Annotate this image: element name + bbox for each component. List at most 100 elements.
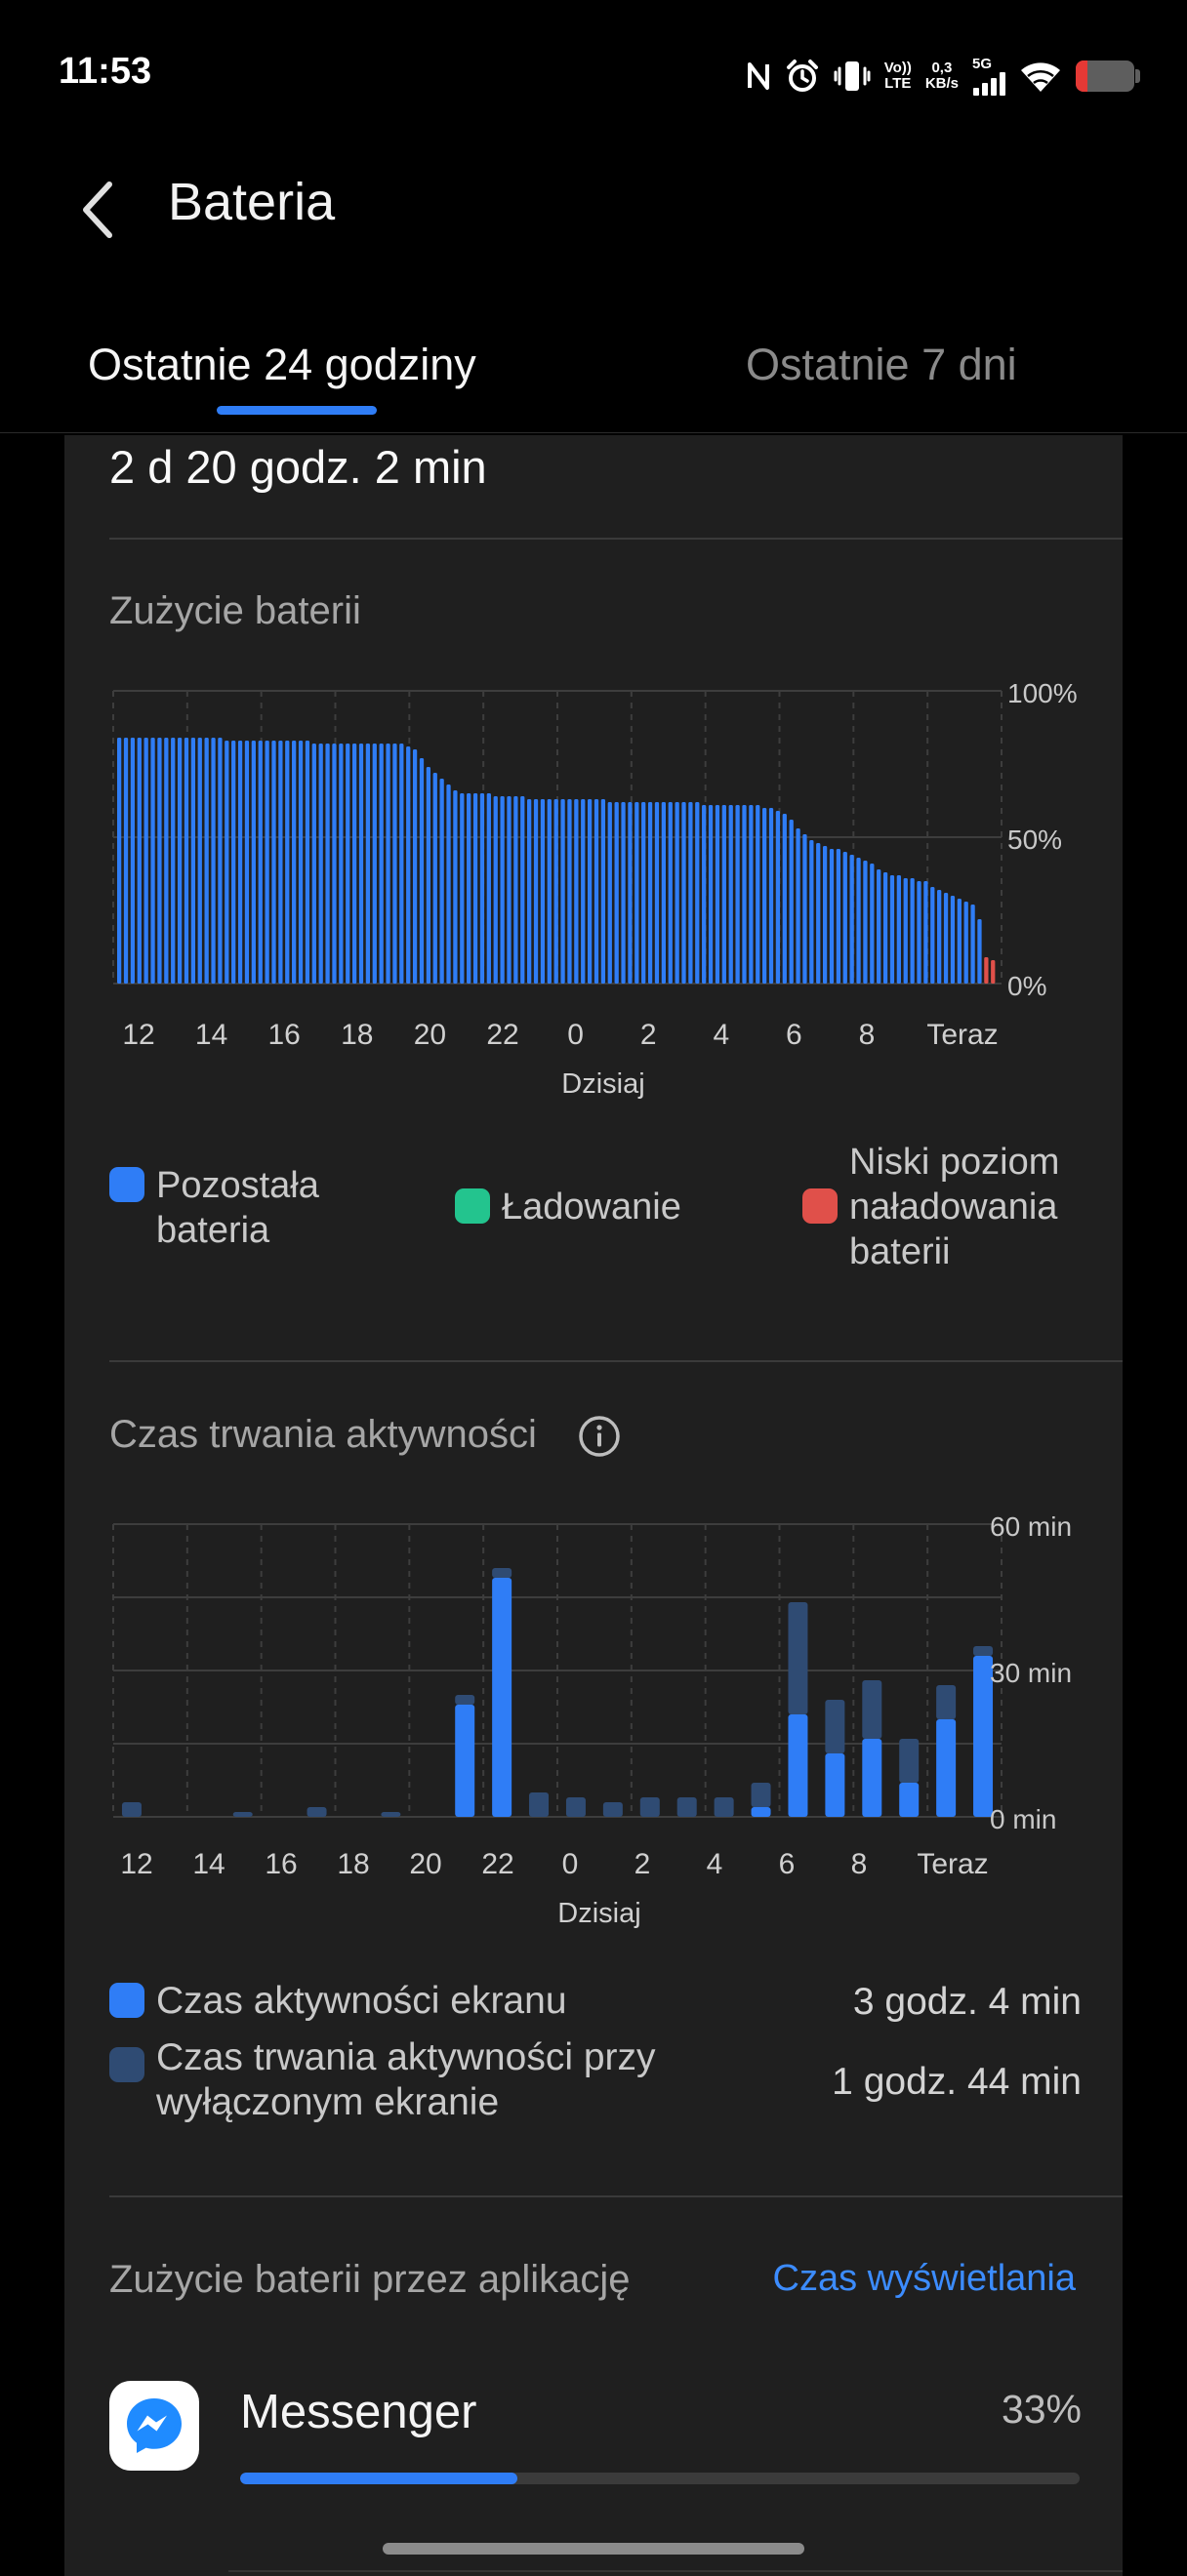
screen-on-bar bbox=[899, 1783, 920, 1817]
battery-bar bbox=[560, 799, 565, 984]
nfc-icon bbox=[747, 62, 769, 90]
battery-bar bbox=[688, 802, 693, 984]
x-axis-label: Dzisiaj bbox=[561, 1068, 644, 1100]
battery-duration: 2 d 20 godz. 2 min bbox=[109, 441, 487, 493]
screen-on-bar bbox=[751, 1807, 771, 1817]
screen-on-bar bbox=[825, 1753, 845, 1817]
battery-bar bbox=[782, 814, 787, 984]
screen-off-bar bbox=[751, 1783, 771, 1807]
battery-bar bbox=[467, 793, 471, 984]
apps-section: Zużycie baterii przez aplikację Czas wyś… bbox=[64, 435, 1123, 2576]
screen-off-bar bbox=[492, 1568, 512, 1578]
status-bar: 11:53 Vo)) LTE 0,3 KB/s 5G bbox=[0, 0, 1187, 146]
battery-bar bbox=[863, 861, 868, 984]
network-type: 5G bbox=[972, 56, 993, 72]
battery-bar-low bbox=[984, 957, 989, 984]
x-tick-label: 6 bbox=[786, 1019, 802, 1051]
battery-bar bbox=[849, 855, 854, 984]
battery-bar bbox=[728, 805, 733, 984]
battery-bar bbox=[117, 738, 122, 984]
screen-on-bar bbox=[936, 1719, 957, 1817]
battery-bar bbox=[796, 828, 800, 984]
legend-label-low-battery: Niski poziom naładowania baterii bbox=[849, 1142, 1060, 1272]
battery-bar bbox=[574, 799, 579, 984]
battery-bar bbox=[715, 805, 720, 984]
legend-screen-off: Czas trwania aktywności przy wyłączonym … bbox=[109, 2035, 664, 2125]
x-tick-label: 6 bbox=[779, 1848, 796, 1880]
battery-bar bbox=[460, 793, 465, 984]
tabs: Ostatnie 24 godziny Ostatnie 7 dni bbox=[0, 322, 1187, 433]
legend-remaining: Pozostała bateria bbox=[109, 1163, 361, 1253]
battery-bar bbox=[527, 799, 532, 984]
screen-off-bar bbox=[381, 1812, 401, 1817]
x-tick-label: 0 bbox=[562, 1848, 579, 1880]
battery-bar bbox=[708, 805, 714, 984]
battery-bar bbox=[171, 738, 176, 984]
battery-bar bbox=[762, 808, 767, 984]
legend-label-screen-off: Czas trwania aktywności przy wyłączonym … bbox=[156, 2036, 656, 2123]
battery-bar bbox=[379, 744, 384, 984]
legend-swatch-low-battery bbox=[802, 1188, 838, 1224]
battery-bar bbox=[123, 738, 129, 984]
battery-bar bbox=[970, 905, 975, 984]
tab-last-7-days[interactable]: Ostatnie 7 dni bbox=[746, 340, 1017, 389]
battery-bar bbox=[251, 741, 256, 984]
battery-bar bbox=[164, 738, 169, 984]
app-row-messenger[interactable]: Messenger 33% bbox=[109, 2381, 1123, 2508]
back-button[interactable] bbox=[68, 176, 127, 244]
legend-label-screen-on: Czas aktywności ekranu bbox=[156, 1980, 567, 2022]
y-tick-label: 50% bbox=[1007, 825, 1062, 855]
info-icon[interactable] bbox=[578, 1415, 621, 1458]
battery-bar bbox=[567, 799, 572, 984]
battery-bar bbox=[675, 802, 679, 984]
back-arrow-icon bbox=[83, 181, 112, 238]
battery-bar bbox=[628, 802, 633, 984]
battery-bar bbox=[231, 741, 236, 984]
battery-bar bbox=[802, 834, 807, 984]
battery-bar bbox=[634, 802, 639, 984]
display-time-link[interactable]: Czas wyświetlania bbox=[772, 2258, 1076, 2299]
x-tick-label: 16 bbox=[265, 1848, 297, 1880]
battery-bar bbox=[836, 849, 841, 984]
screen-off-bar bbox=[862, 1680, 882, 1739]
legend-label-remaining: Pozostała bateria bbox=[156, 1165, 319, 1251]
battery-bar bbox=[721, 805, 726, 984]
battery-bar bbox=[547, 799, 552, 984]
home-indicator[interactable] bbox=[383, 2543, 804, 2555]
battery-bar bbox=[358, 744, 364, 984]
battery-bar bbox=[533, 799, 539, 984]
battery-bar bbox=[439, 779, 444, 984]
net-speed-unit: KB/s bbox=[924, 75, 959, 92]
divider bbox=[109, 2195, 1123, 2197]
screen-off-bar bbox=[307, 1807, 327, 1817]
battery-bar bbox=[143, 738, 148, 984]
battery-bar bbox=[621, 802, 626, 984]
battery-bar bbox=[877, 869, 881, 984]
page-title: Bateria bbox=[168, 173, 336, 231]
battery-bar bbox=[594, 799, 599, 984]
battery-bar bbox=[472, 793, 478, 984]
x-tick-label: 0 bbox=[567, 1019, 584, 1051]
battery-bar bbox=[412, 749, 418, 984]
battery-bar bbox=[318, 744, 323, 984]
tab-last-24-hours[interactable]: Ostatnie 24 godziny bbox=[88, 340, 476, 389]
legend-label-charging: Ładowanie bbox=[502, 1187, 681, 1228]
alarm-icon bbox=[786, 60, 818, 92]
volte-icon: Vo)) LTE bbox=[884, 60, 912, 92]
screen-off-bar bbox=[973, 1646, 994, 1656]
x-axis-label: Dzisiaj bbox=[557, 1898, 640, 1929]
battery-bar bbox=[775, 811, 781, 984]
volte-top: Vo)) bbox=[883, 60, 912, 76]
battery-bar bbox=[882, 872, 888, 984]
y-tick-label: 0% bbox=[1007, 971, 1046, 1001]
battery-bar bbox=[399, 744, 404, 984]
x-tick-label: 2 bbox=[640, 1019, 657, 1051]
screen-off-bar bbox=[529, 1792, 550, 1817]
battery-bar bbox=[749, 805, 754, 984]
screen-on-bar bbox=[455, 1705, 475, 1817]
legend-screen-on: Czas aktywności ekranu bbox=[109, 1979, 567, 2024]
x-tick-label: 8 bbox=[851, 1848, 868, 1880]
battery-bar bbox=[822, 846, 828, 984]
battery-bar bbox=[702, 805, 707, 984]
battery-bar bbox=[681, 802, 686, 984]
